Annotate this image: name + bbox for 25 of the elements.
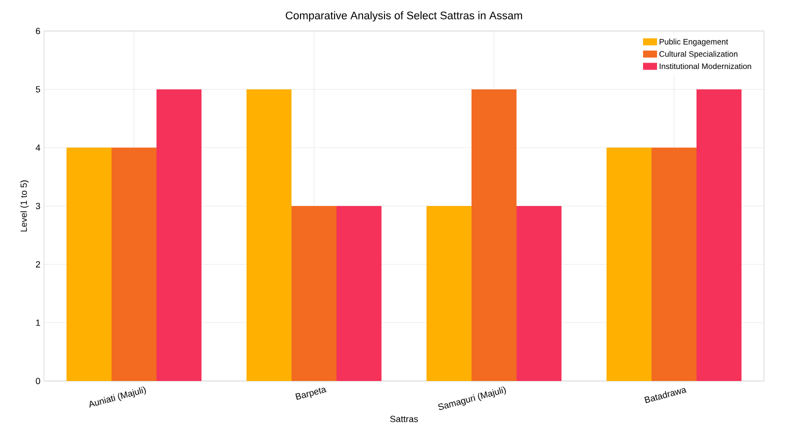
bar [696, 89, 742, 381]
bar [606, 148, 652, 381]
chart-title: Comparative Analysis of Select Sattras in Assam [286, 11, 522, 22]
bar [156, 89, 202, 381]
x-tick-label: Barpeta [295, 388, 327, 400]
x-axis-title: Sattras [390, 416, 418, 422]
y-tick-label: 6 [36, 28, 40, 34]
x-tick-label: Auniati (Majuli) [89, 386, 146, 408]
y-tick-label: 4 [36, 144, 40, 151]
bar [516, 206, 562, 381]
bar [472, 89, 517, 381]
y-axis-title: Level (1 to 5) [20, 180, 29, 232]
y-tick-label: 3 [36, 202, 40, 210]
bar [652, 148, 697, 381]
bar [336, 206, 382, 381]
bar [246, 89, 292, 381]
y-tick-label: 5 [36, 86, 40, 92]
y-tick-label: 2 [36, 261, 40, 268]
bar [112, 148, 157, 381]
bar [66, 148, 112, 381]
bar [292, 206, 337, 381]
y-tick-label: 1 [36, 320, 40, 326]
y-tick-label: 0 [36, 378, 40, 384]
bar [426, 206, 472, 381]
x-tick-label: Batadrawa [644, 388, 687, 404]
